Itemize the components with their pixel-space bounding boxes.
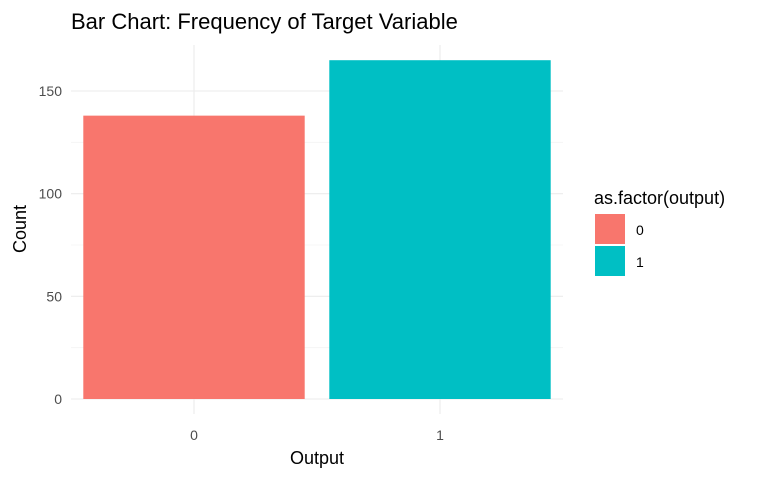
bars (83, 60, 551, 399)
legend-title: as.factor(output) (594, 188, 725, 208)
bar-1 (329, 60, 551, 399)
legend-label: 1 (636, 254, 644, 270)
legend: as.factor(output) 01 (594, 188, 725, 276)
x-tick-label: 0 (190, 427, 198, 443)
legend-items: 01 (595, 214, 644, 276)
chart-title: Bar Chart: Frequency of Target Variable (71, 9, 458, 34)
legend-swatch (595, 214, 625, 244)
y-tick-label: 100 (39, 186, 63, 202)
legend-swatch (595, 246, 625, 276)
bar-0 (83, 115, 305, 399)
x-axis-title: Output (290, 448, 344, 468)
legend-label: 0 (636, 222, 644, 238)
y-axis-title: Count (10, 205, 30, 253)
y-tick-label: 150 (39, 83, 63, 99)
x-tick-label: 1 (436, 427, 444, 443)
y-axis-ticks: 0 50 100 150 (39, 83, 63, 407)
y-tick-label: 50 (46, 288, 62, 304)
y-tick-label: 0 (54, 391, 62, 407)
